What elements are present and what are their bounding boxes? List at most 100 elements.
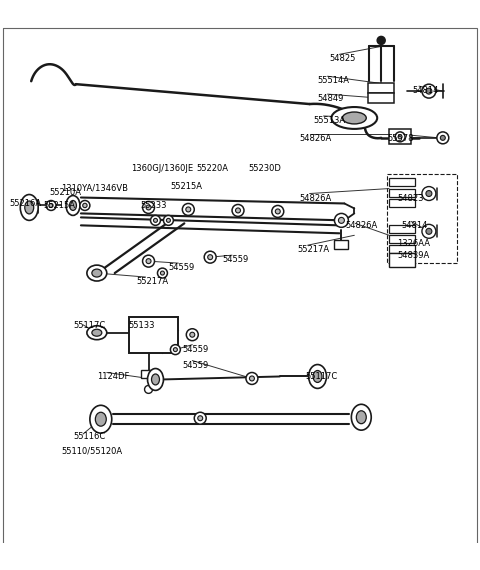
Text: 55217A: 55217A	[137, 277, 169, 286]
Circle shape	[46, 201, 56, 210]
Ellipse shape	[87, 326, 107, 340]
Ellipse shape	[92, 329, 102, 336]
Ellipse shape	[342, 112, 366, 124]
Bar	[129, 317, 179, 353]
Bar	[141, 369, 156, 378]
Circle shape	[398, 135, 402, 139]
Circle shape	[160, 271, 165, 275]
Circle shape	[232, 205, 244, 217]
Text: 1360GJ/1360JE: 1360GJ/1360JE	[131, 164, 193, 173]
Text: 54826A: 54826A	[346, 221, 378, 230]
Circle shape	[272, 205, 284, 217]
Text: 54814: 54814	[401, 221, 427, 230]
Text: 54559: 54559	[168, 263, 195, 272]
Text: 55215A: 55215A	[170, 182, 203, 190]
Text: 55220A: 55220A	[196, 164, 228, 173]
Circle shape	[49, 203, 53, 207]
Circle shape	[426, 229, 432, 234]
Text: 54823: 54823	[397, 194, 423, 202]
Bar	[389, 200, 415, 207]
Circle shape	[173, 348, 178, 352]
Bar	[389, 129, 411, 144]
Circle shape	[144, 385, 153, 393]
Circle shape	[143, 201, 155, 213]
Ellipse shape	[332, 107, 377, 129]
Text: 55117C: 55117C	[73, 321, 105, 330]
Circle shape	[167, 218, 170, 222]
Circle shape	[83, 203, 87, 207]
Bar	[335, 241, 348, 249]
Circle shape	[143, 255, 155, 267]
Circle shape	[157, 268, 168, 278]
Bar	[368, 83, 394, 93]
Text: 54826A: 54826A	[300, 134, 332, 143]
Bar	[389, 189, 415, 197]
Circle shape	[186, 329, 198, 341]
Bar	[389, 178, 415, 186]
Ellipse shape	[25, 201, 34, 214]
Bar	[368, 93, 394, 103]
Ellipse shape	[70, 201, 76, 210]
Circle shape	[276, 209, 280, 214]
Text: 55578: 55578	[387, 134, 414, 143]
Text: 1310YA/1346VB: 1310YA/1346VB	[61, 184, 128, 193]
Circle shape	[146, 259, 151, 263]
Text: 55116C: 55116C	[73, 432, 105, 441]
Circle shape	[236, 208, 240, 213]
Circle shape	[146, 205, 151, 210]
Circle shape	[198, 416, 203, 421]
Circle shape	[194, 412, 206, 424]
Circle shape	[170, 345, 180, 355]
Text: 55216A: 55216A	[9, 200, 41, 209]
Circle shape	[338, 217, 344, 223]
Text: 54849: 54849	[318, 94, 344, 103]
Circle shape	[422, 84, 436, 98]
Text: 54559: 54559	[222, 255, 248, 264]
Bar	[389, 235, 415, 243]
Circle shape	[437, 132, 449, 144]
Circle shape	[422, 186, 436, 201]
Ellipse shape	[92, 269, 102, 277]
Ellipse shape	[96, 412, 106, 426]
Text: 54559: 54559	[182, 361, 209, 369]
Text: 54825: 54825	[329, 54, 356, 63]
Text: 55117C: 55117C	[306, 372, 338, 381]
Ellipse shape	[20, 194, 38, 221]
Text: 55233: 55233	[141, 201, 167, 210]
Text: 54814: 54814	[412, 86, 438, 95]
Circle shape	[154, 218, 157, 222]
Circle shape	[190, 332, 195, 337]
Circle shape	[335, 213, 348, 227]
Text: 55217A: 55217A	[298, 245, 330, 254]
Circle shape	[246, 372, 258, 384]
Ellipse shape	[309, 365, 326, 388]
Ellipse shape	[152, 374, 159, 385]
Circle shape	[440, 135, 445, 140]
Text: 1124DF: 1124DF	[97, 372, 129, 381]
Bar	[387, 174, 457, 263]
Text: 55210A: 55210A	[49, 188, 81, 197]
Bar	[389, 225, 415, 233]
Text: 55514A: 55514A	[318, 76, 349, 86]
Circle shape	[80, 201, 90, 210]
Ellipse shape	[87, 265, 107, 281]
Text: 1326AA: 1326AA	[397, 239, 430, 249]
Ellipse shape	[66, 196, 80, 215]
Circle shape	[204, 251, 216, 263]
Text: 54826A: 54826A	[300, 194, 332, 202]
Circle shape	[250, 376, 254, 381]
Text: 55133: 55133	[129, 321, 155, 330]
Bar	[389, 245, 415, 253]
Text: 55215A: 55215A	[43, 201, 75, 210]
Circle shape	[164, 215, 173, 225]
Ellipse shape	[351, 404, 371, 430]
Ellipse shape	[147, 369, 164, 390]
Text: 55513A: 55513A	[313, 116, 346, 125]
Circle shape	[426, 88, 432, 94]
Bar	[389, 253, 415, 267]
Ellipse shape	[90, 405, 112, 433]
Circle shape	[395, 132, 405, 142]
Circle shape	[182, 203, 194, 215]
Ellipse shape	[313, 370, 322, 382]
Text: 55230D: 55230D	[248, 164, 281, 173]
